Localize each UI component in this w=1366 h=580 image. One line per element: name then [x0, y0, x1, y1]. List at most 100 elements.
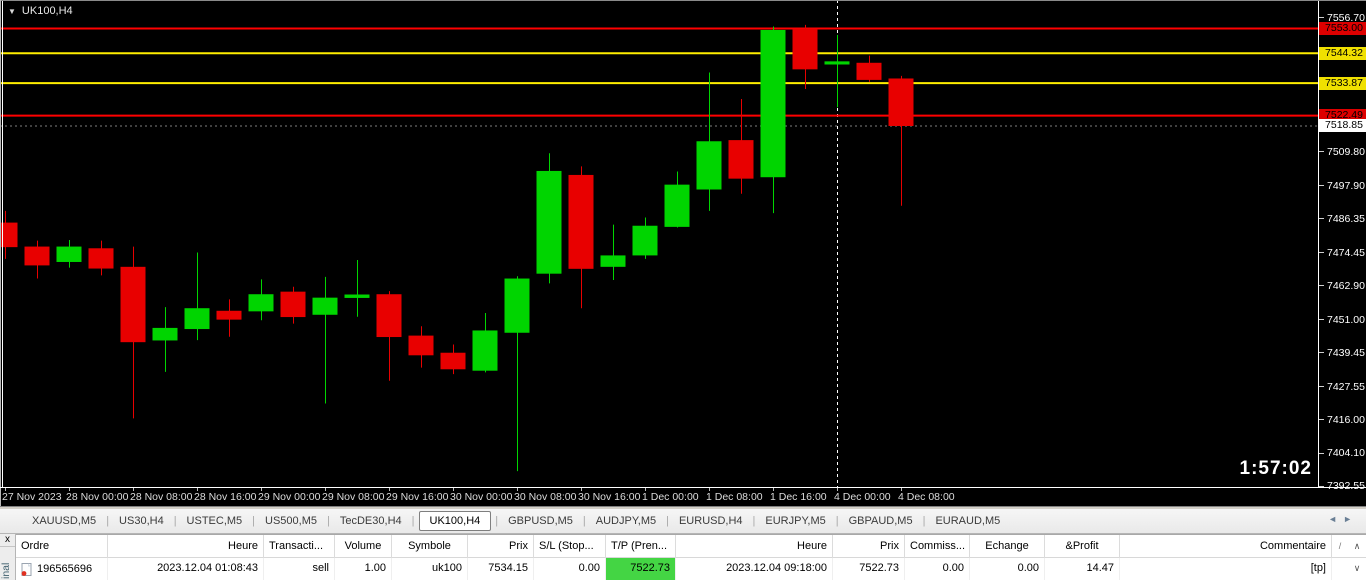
- time-tick-mark: [453, 488, 454, 491]
- column-header-s-l-stop-[interactable]: S/L (Stop...: [534, 535, 606, 558]
- column-header-t-p-pren-[interactable]: T/P (Pren...: [606, 535, 676, 558]
- price-tick-mark: [1319, 252, 1324, 254]
- chart-tab-eurusd-h4[interactable]: EURUSD,H4: [678, 515, 743, 527]
- price-tick-label: 7462.90: [1327, 279, 1365, 292]
- candle-body: [760, 29, 786, 178]
- chart-tab-us30-h4[interactable]: US30,H4: [119, 515, 164, 527]
- candle-body: [824, 61, 850, 65]
- terminal-vertical-tab[interactable]: inal: [0, 562, 12, 579]
- tab-separator: |: [411, 515, 415, 527]
- column-header-heure[interactable]: Heure: [108, 535, 264, 558]
- time-tick-label: 28 Nov 00:00: [66, 491, 129, 503]
- chart-tab-ustec-m5[interactable]: USTEC,M5: [186, 515, 243, 527]
- order-cell-heure[interactable]: 2023.12.04 01:08:43: [108, 558, 264, 580]
- resize-grip-icon[interactable]: /: [1338, 541, 1342, 551]
- chart-tab-gbpusd-m5[interactable]: GBPUSD,M5: [508, 515, 573, 527]
- tab-separator: |: [327, 515, 330, 527]
- price-tick-mark: [1319, 218, 1324, 220]
- order-cell-commentaire[interactable]: [tp]: [1120, 558, 1332, 580]
- orders-table-row[interactable]: 196565696 2023.12.04 01:08:43 sell 1.00 uk10…: [16, 558, 1366, 580]
- expand-panel-icon[interactable]: ∨: [1353, 563, 1361, 573]
- collapse-panel-icon[interactable]: ∧: [1353, 541, 1361, 551]
- order-cell--profit[interactable]: 14.47: [1045, 558, 1120, 580]
- order-cell-transacti-[interactable]: sell: [264, 558, 335, 580]
- chart-tab-uk100-h4[interactable]: UK100,H4: [418, 511, 492, 531]
- tab-separator: |: [666, 515, 669, 527]
- tab-scroll-right-icon[interactable]: ►: [1343, 514, 1358, 524]
- candle-body: [408, 335, 434, 356]
- order-cell-t-p-pren-[interactable]: 7522.73: [606, 558, 676, 580]
- time-tick-label: 29 Nov 16:00: [386, 491, 449, 503]
- order-cell-heure[interactable]: 2023.12.04 09:18:00: [676, 558, 833, 580]
- candle-body: [792, 28, 818, 70]
- order-cell-prix[interactable]: 7534.15: [468, 558, 534, 580]
- candle-body: [248, 294, 274, 312]
- time-tick-label: 29 Nov 00:00: [258, 491, 321, 503]
- price-tick-mark: [1319, 386, 1324, 388]
- time-tick-mark: [901, 488, 902, 491]
- tab-scroll-left-icon[interactable]: ◄: [1328, 514, 1344, 524]
- price-tick-mark: [1319, 185, 1324, 187]
- column-header-commiss-[interactable]: Commiss...: [905, 535, 970, 558]
- chart-tab-us500-m5[interactable]: US500,M5: [265, 515, 318, 527]
- chart-tab-euraud-m5[interactable]: EURAUD,M5: [935, 515, 1001, 527]
- order-cell-echange[interactable]: 0.00: [970, 558, 1045, 580]
- order-cell-prix[interactable]: 7522.73: [833, 558, 905, 580]
- column-header-volume[interactable]: Volume: [335, 535, 392, 558]
- candle-body: [0, 222, 18, 248]
- candle-body: [120, 266, 146, 343]
- time-tick-label: 4 Dec 00:00: [834, 491, 891, 503]
- price-tick-mark: [1319, 285, 1324, 287]
- order-cell-commiss-[interactable]: 0.00: [905, 558, 970, 580]
- column-header-ordre[interactable]: Ordre: [16, 535, 108, 558]
- price-tick-mark: [1319, 151, 1324, 153]
- close-icon[interactable]: x: [0, 534, 15, 547]
- time-axis[interactable]: 27 Nov 2023 28 Nov 00:00 28 Nov 08:00 28 No…: [0, 488, 1318, 506]
- order-cell-symbole[interactable]: uk100: [392, 558, 468, 580]
- row-spacer: [1332, 558, 1348, 580]
- column-header-commentaire[interactable]: Commentaire: [1120, 535, 1332, 558]
- orders-table-header: Ordre Heure Transacti... Volume Symbole Prix S…: [16, 534, 1366, 558]
- price-tick-mark: [1319, 452, 1324, 454]
- column-header-prix[interactable]: Prix: [468, 535, 534, 558]
- column-header-prix[interactable]: Prix: [833, 535, 905, 558]
- column-header-echange[interactable]: Echange: [970, 535, 1045, 558]
- order-cell-ordre[interactable]: 196565696: [16, 558, 108, 580]
- price-tick-label: 7497.90: [1327, 179, 1365, 192]
- price-badge: 7518.85: [1319, 119, 1366, 133]
- tab-scroll-arrows[interactable]: ◄►: [1328, 514, 1358, 524]
- column-header-heure[interactable]: Heure: [676, 535, 833, 558]
- chart-tab-tecde30-h4[interactable]: TecDE30,H4: [339, 515, 402, 527]
- order-cell-volume[interactable]: 1.00: [335, 558, 392, 580]
- column-header-symbole[interactable]: Symbole: [392, 535, 468, 558]
- column-header-transacti-[interactable]: Transacti...: [264, 535, 335, 558]
- time-tick-mark: [773, 488, 774, 491]
- tab-separator: |: [835, 515, 839, 527]
- chart-tab-audjpy-m5[interactable]: AUDJPY,M5: [595, 515, 657, 527]
- time-tick-mark: [69, 488, 70, 491]
- candle-body: [344, 294, 370, 298]
- candle-body: [56, 246, 82, 262]
- chart-tabs-bar: XAUUSD,M5 | US30,H4 | USTEC,M5 | US500,M5 | TecD…: [0, 509, 1366, 534]
- candle-body: [568, 174, 594, 269]
- chart-tab-xauusd-m5[interactable]: XAUUSD,M5: [32, 515, 97, 527]
- time-tick-label: 1 Dec 16:00: [770, 491, 827, 503]
- price-tick-mark: [1319, 419, 1324, 420]
- price-tick-label: 7439.45: [1327, 346, 1365, 359]
- candle-body: [632, 225, 658, 256]
- chart-tab-gbpaud-m5[interactable]: GBPAUD,M5: [848, 515, 913, 527]
- chart-symbol-label[interactable]: ▼ UK100,H4: [8, 5, 73, 17]
- price-axis[interactable]: 7556.70 7509.80 7497.90 7486.35 7474.45 7462.…: [1318, 0, 1366, 492]
- candle-body: [504, 278, 530, 333]
- time-tick-mark: [581, 488, 582, 491]
- time-tick-mark: [5, 488, 6, 491]
- candlestick-chart[interactable]: ▼ UK100,H4 1:57:02: [0, 0, 1318, 488]
- price-tick-mark: [1319, 319, 1324, 321]
- column-header--profit[interactable]: &Profit: [1045, 535, 1120, 558]
- chart-frame-top: [0, 0, 1366, 1]
- time-tick-mark: [261, 488, 262, 491]
- chart-tab-eurjpy-m5[interactable]: EURJPY,M5: [765, 515, 826, 527]
- order-cell-s-l-stop-[interactable]: 0.00: [534, 558, 606, 580]
- candle-body: [312, 297, 338, 315]
